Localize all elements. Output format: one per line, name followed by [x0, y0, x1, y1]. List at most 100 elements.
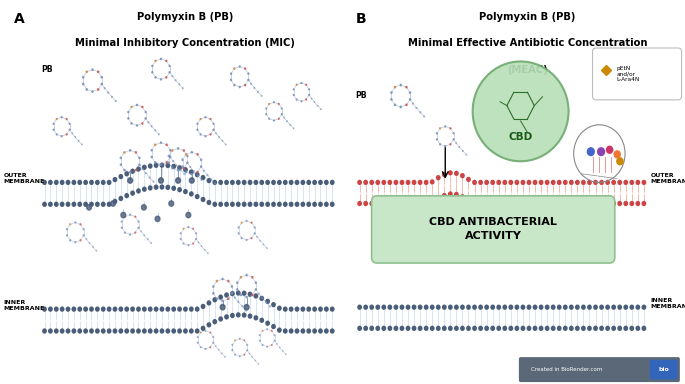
Circle shape	[184, 173, 186, 175]
Circle shape	[148, 185, 153, 190]
Circle shape	[101, 328, 105, 334]
Circle shape	[79, 223, 82, 225]
Circle shape	[611, 180, 616, 185]
Circle shape	[141, 106, 143, 108]
Circle shape	[636, 180, 640, 185]
Circle shape	[183, 228, 185, 230]
Circle shape	[123, 151, 125, 154]
Circle shape	[269, 118, 271, 120]
Circle shape	[538, 201, 543, 206]
Circle shape	[581, 305, 586, 310]
Circle shape	[129, 233, 132, 236]
Circle shape	[311, 98, 312, 99]
Circle shape	[324, 180, 329, 185]
Circle shape	[138, 157, 140, 159]
Circle shape	[207, 300, 212, 306]
Circle shape	[221, 278, 224, 280]
Circle shape	[160, 163, 162, 166]
Circle shape	[236, 290, 240, 296]
Circle shape	[418, 180, 423, 185]
Circle shape	[406, 326, 410, 331]
Circle shape	[200, 165, 202, 168]
Circle shape	[266, 328, 268, 330]
Circle shape	[201, 197, 206, 202]
Circle shape	[177, 306, 182, 312]
Circle shape	[160, 58, 162, 60]
Circle shape	[166, 328, 171, 334]
Circle shape	[255, 281, 257, 284]
Circle shape	[259, 334, 261, 336]
Circle shape	[282, 350, 284, 352]
Circle shape	[119, 328, 123, 334]
Circle shape	[209, 331, 211, 334]
Circle shape	[285, 353, 287, 355]
Circle shape	[295, 180, 299, 185]
Circle shape	[77, 328, 82, 334]
Circle shape	[606, 305, 610, 310]
Circle shape	[230, 313, 235, 318]
Circle shape	[306, 202, 311, 207]
Circle shape	[253, 202, 258, 207]
Circle shape	[460, 305, 465, 310]
Circle shape	[575, 180, 580, 185]
Circle shape	[171, 328, 176, 334]
Circle shape	[197, 153, 199, 156]
Circle shape	[265, 108, 267, 110]
Circle shape	[247, 72, 249, 75]
Circle shape	[390, 91, 393, 94]
Circle shape	[148, 328, 153, 334]
Circle shape	[136, 124, 138, 127]
Circle shape	[308, 88, 310, 91]
Circle shape	[587, 305, 592, 310]
Circle shape	[129, 149, 132, 152]
Circle shape	[240, 237, 242, 239]
Circle shape	[219, 316, 223, 322]
Circle shape	[300, 100, 303, 103]
Circle shape	[136, 104, 138, 106]
Circle shape	[277, 118, 279, 120]
Circle shape	[95, 328, 100, 334]
Circle shape	[151, 125, 153, 127]
Circle shape	[497, 201, 501, 206]
Circle shape	[77, 180, 82, 185]
Circle shape	[300, 82, 303, 84]
Circle shape	[521, 180, 525, 185]
Circle shape	[89, 328, 94, 334]
Circle shape	[260, 296, 264, 301]
Circle shape	[89, 306, 94, 312]
Circle shape	[409, 91, 411, 94]
Circle shape	[295, 328, 299, 334]
Circle shape	[219, 295, 223, 300]
Circle shape	[207, 200, 212, 205]
Circle shape	[130, 169, 135, 174]
Circle shape	[125, 328, 129, 334]
Circle shape	[399, 180, 404, 185]
Circle shape	[55, 118, 58, 120]
Circle shape	[97, 70, 99, 73]
Circle shape	[216, 280, 218, 283]
Circle shape	[160, 328, 164, 334]
Circle shape	[230, 180, 235, 185]
Text: PB: PB	[42, 65, 53, 74]
Circle shape	[179, 238, 182, 240]
Circle shape	[269, 103, 271, 105]
Circle shape	[236, 312, 240, 318]
Circle shape	[575, 326, 580, 331]
Circle shape	[168, 155, 170, 157]
Circle shape	[249, 353, 250, 354]
Circle shape	[418, 305, 423, 310]
Circle shape	[248, 202, 252, 207]
Circle shape	[587, 201, 592, 206]
Text: PB: PB	[355, 91, 366, 101]
Circle shape	[186, 212, 190, 218]
Text: OUTER
MEMBRANE: OUTER MEMBRANE	[3, 173, 45, 184]
Circle shape	[375, 180, 380, 185]
Circle shape	[143, 234, 145, 237]
Circle shape	[71, 132, 73, 134]
Circle shape	[329, 306, 334, 312]
Circle shape	[312, 328, 317, 334]
Circle shape	[538, 305, 543, 310]
Circle shape	[145, 117, 147, 120]
Circle shape	[436, 305, 440, 310]
Circle shape	[502, 326, 507, 331]
